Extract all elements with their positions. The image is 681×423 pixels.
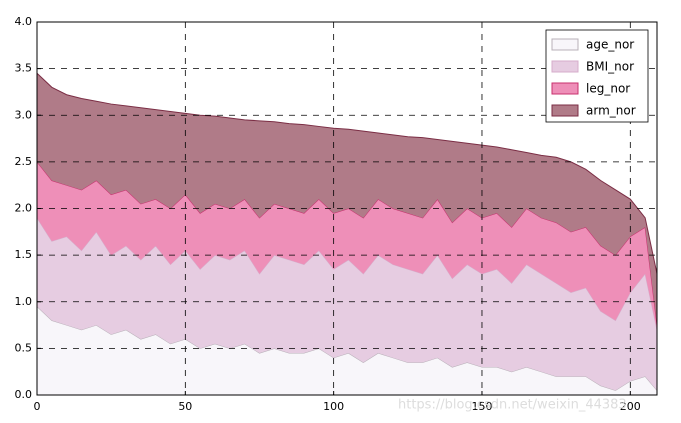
legend-swatch <box>551 38 579 51</box>
legend-label: leg_nor <box>586 82 630 96</box>
area-fill <box>37 217 657 391</box>
x-tick-label: 50 <box>178 400 192 413</box>
y-tick-label: 1.5 <box>15 248 33 261</box>
watermark: https://blog.csdn.net/weixin_44383 <box>398 398 627 413</box>
y-tick-label: 2.5 <box>15 155 33 168</box>
area-fill <box>37 306 657 395</box>
area-fill <box>37 161 657 330</box>
legend-label: arm_nor <box>586 104 636 118</box>
y-tick-label: 3.5 <box>15 62 33 75</box>
y-tick-label: 4.0 <box>15 15 33 28</box>
legend-swatch <box>551 82 579 95</box>
x-tick-label: 200 <box>620 400 641 413</box>
y-tick-label: 3.0 <box>15 108 33 121</box>
x-tick-label: 0 <box>34 400 41 413</box>
y-tick-label: 2.0 <box>15 202 33 215</box>
area-fill <box>37 73 657 326</box>
y-tick-label: 0.5 <box>15 341 33 354</box>
legend-swatch <box>551 60 579 73</box>
y-tick-label: 0.0 <box>15 388 33 401</box>
plot-frame <box>36 21 658 396</box>
x-tick-label: 100 <box>323 400 344 413</box>
legend-label: age_nor <box>586 38 634 52</box>
legend-label: BMI_nor <box>586 60 634 74</box>
legend-swatch <box>551 104 579 117</box>
area-edge <box>36 72 658 274</box>
y-tick-label: 1.0 <box>15 295 33 308</box>
x-tick-label: 150 <box>471 400 492 413</box>
